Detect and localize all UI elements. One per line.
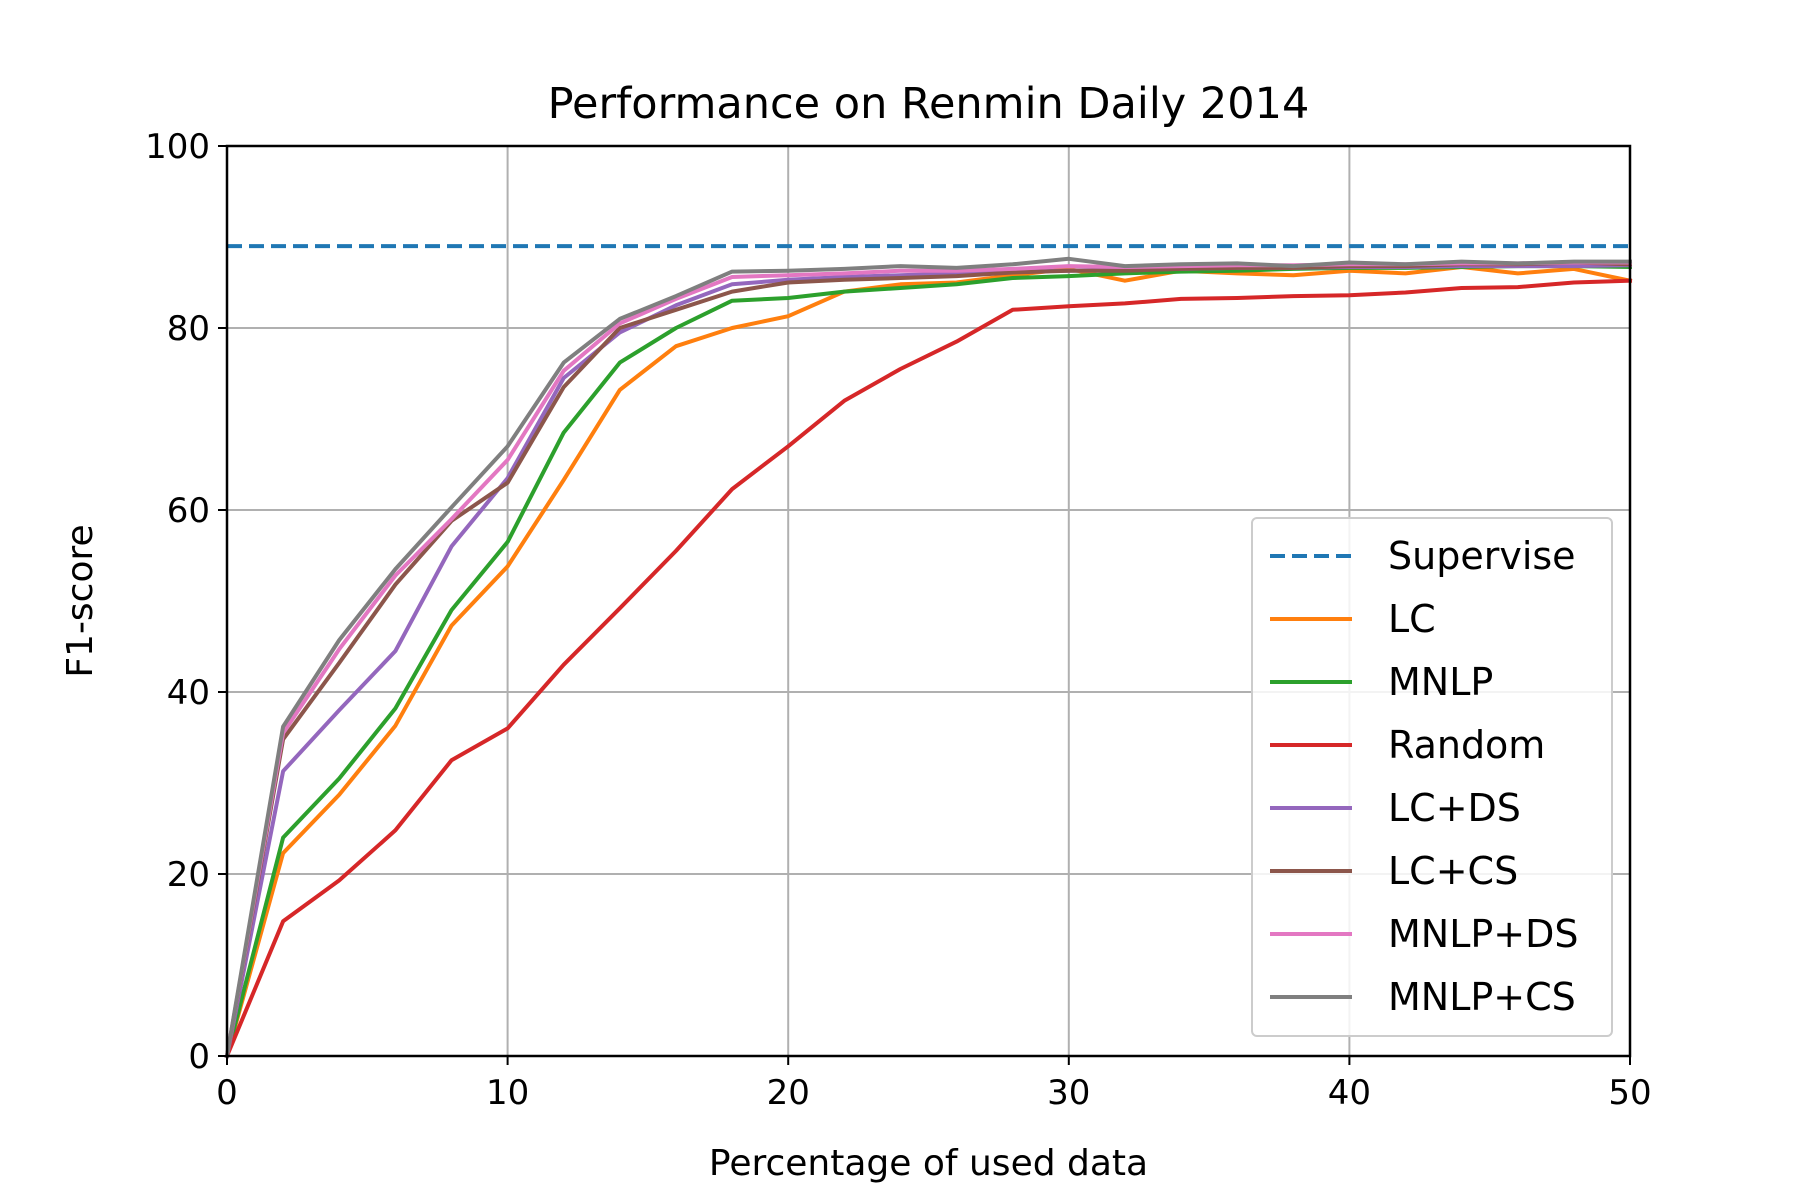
y-tick-label: 80 xyxy=(167,309,210,349)
legend-label-random: Random xyxy=(1388,723,1545,767)
legend-label-mnlp: MNLP xyxy=(1388,660,1493,704)
y-tick-label: 100 xyxy=(145,127,210,167)
x-axis-label: Percentage of used data xyxy=(709,1143,1148,1184)
x-tick-label: 30 xyxy=(1047,1073,1090,1113)
y-tick-label: 40 xyxy=(167,673,210,713)
legend-label-supervise: Supervise xyxy=(1388,534,1576,578)
y-tick-label: 0 xyxy=(188,1037,210,1077)
legend: Supervise LC MNLP Random LC+DS LC+CS MNLP+DS MN… xyxy=(1251,517,1613,1037)
x-tick-label: 10 xyxy=(486,1073,529,1113)
plot-frame xyxy=(225,144,1632,1058)
y-tick-label: 20 xyxy=(167,855,210,895)
legend-label-lc-cs: LC+CS xyxy=(1388,849,1518,893)
series-line-mnlp-cs xyxy=(224,256,1632,1059)
y-axis-label: F1-score xyxy=(60,524,101,677)
legend-label-mnlp-ds: MNLP+DS xyxy=(1388,912,1579,956)
x-tick-label: 50 xyxy=(1608,1073,1651,1113)
legend-label-lc-ds: LC+DS xyxy=(1388,786,1521,830)
x-tick-label: 40 xyxy=(1328,1073,1371,1113)
legend-label-lc: LC xyxy=(1388,597,1436,641)
series-lines xyxy=(224,244,1633,1059)
legend-box xyxy=(1251,517,1613,1037)
x-tick-label: 20 xyxy=(767,1073,810,1113)
series-line-lc xyxy=(224,265,1633,1059)
axis-ticks: 0 10 20 30 40 50 0 20 40 60 80 100 xyxy=(145,127,1652,1113)
series-line-random xyxy=(224,278,1633,1059)
legend-label-mnlp-cs: MNLP+CS xyxy=(1388,975,1576,1019)
y-tick-label: 60 xyxy=(167,491,210,531)
x-tick-label: 0 xyxy=(216,1073,238,1113)
chart-title: Performance on Renmin Daily 2014 xyxy=(548,79,1310,129)
